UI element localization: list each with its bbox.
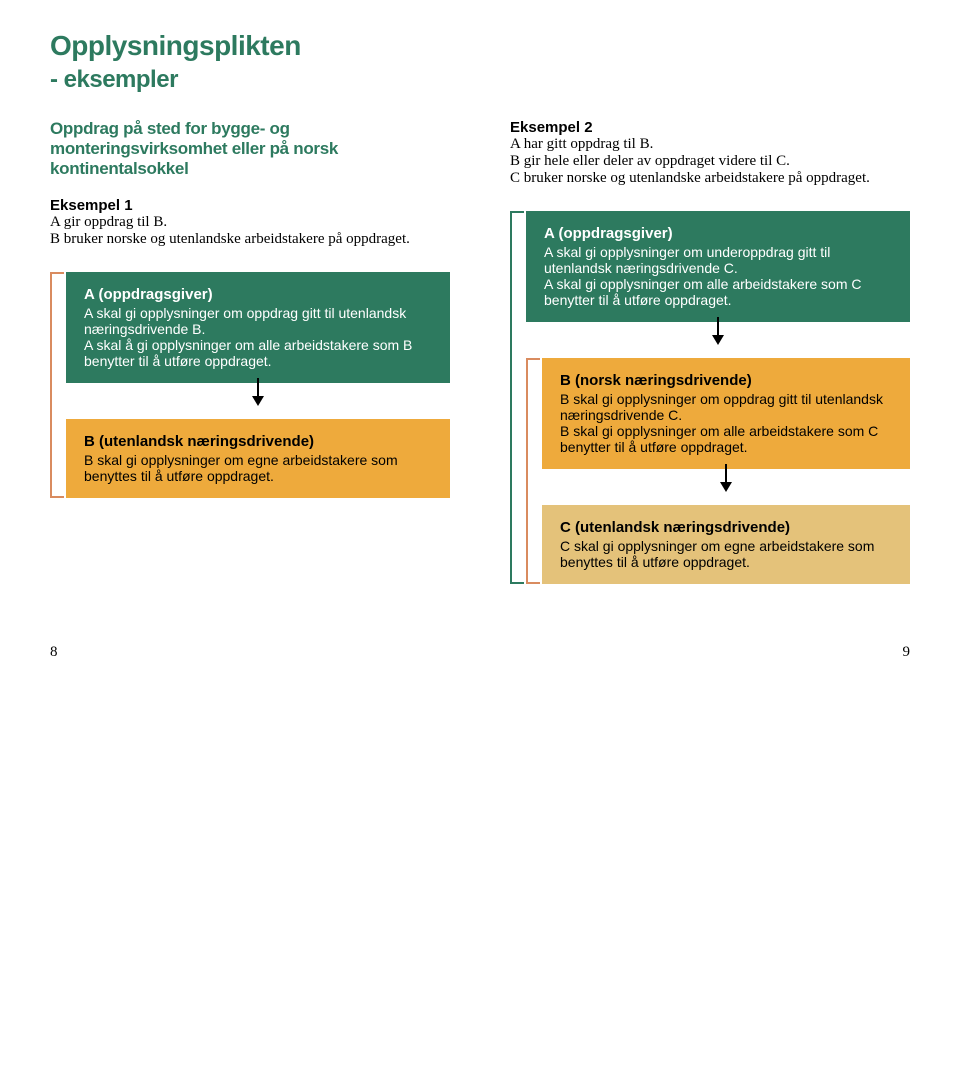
page-title: Opplysningsplikten — [50, 30, 910, 62]
col2-box-c-title: C (utenlandsk næringsdrivende) — [560, 519, 892, 536]
col1-bracket — [50, 272, 64, 498]
bracket-top — [50, 272, 64, 274]
col2-flow-inner: B (norsk næringsdrivende) B skal gi oppl… — [526, 358, 910, 584]
columns-container: Oppdrag på sted for bygge- og monterings… — [50, 119, 910, 584]
arrow-down-icon — [720, 482, 732, 492]
example1-label: Eksempel 1 — [50, 197, 450, 214]
column-1: Oppdrag på sted for bygge- og monterings… — [50, 119, 450, 584]
col2-box-c: C (utenlandsk næringsdrivende) C skal gi… — [542, 505, 910, 584]
col2-box-a-body: A skal gi opplysninger om underoppdrag g… — [544, 244, 892, 308]
col1-boxes: A (oppdragsgiver) A skal gi opplysninger… — [66, 272, 450, 498]
col1-box-b-title: B (utenlandsk næringsdrivende) — [84, 433, 432, 450]
col2-bracket-inner — [526, 358, 540, 584]
bracket-bot — [50, 496, 64, 498]
col1-flow: A (oppdragsgiver) A skal gi opplysninger… — [50, 272, 450, 498]
example2-body: A har gitt oppdrag til B.B gir hele elle… — [510, 136, 910, 187]
col2-arrow-2 — [542, 469, 910, 505]
arrow-down-icon — [252, 396, 264, 406]
col1-box-a-body: A skal gi opplysninger om oppdrag gitt t… — [84, 305, 432, 369]
bracket-v — [50, 273, 52, 497]
page-number-right: 9 — [903, 644, 911, 661]
intro-text: Oppdrag på sted for bygge- og monterings… — [50, 119, 450, 179]
arrow-down-icon — [712, 335, 724, 345]
col2-box-c-body: C skal gi opplysninger om egne arbeidsta… — [560, 538, 892, 570]
example1-body: A gir oppdrag til B.B bruker norske og u… — [50, 214, 450, 248]
column-2: Eksempel 2 A har gitt oppdrag til B.B gi… — [510, 119, 910, 584]
col1-box-a: A (oppdragsgiver) A skal gi opplysninger… — [66, 272, 450, 383]
bracket-bot — [510, 582, 524, 584]
col2-box-b: B (norsk næringsdrivende) B skal gi oppl… — [542, 358, 910, 469]
col1-box-b: B (utenlandsk næringsdrivende) B skal gi… — [66, 419, 450, 498]
col2-box-b-title: B (norsk næringsdrivende) — [560, 372, 892, 389]
bracket-v — [510, 212, 512, 583]
col2-flow-outer: A (oppdragsgiver) A skal gi opplysninger… — [510, 211, 910, 584]
col1-arrow — [66, 383, 450, 419]
col1-box-b-body: B skal gi opplysninger om egne arbeidsta… — [84, 452, 432, 484]
col2-inner-wrap: B (norsk næringsdrivende) B skal gi oppl… — [542, 358, 910, 584]
col2-box-b-body: B skal gi opplysninger om oppdrag gitt t… — [560, 391, 892, 455]
bracket-top — [526, 358, 540, 360]
bracket-top — [510, 211, 524, 213]
col2-arrow-1 — [526, 322, 910, 358]
example2-label: Eksempel 2 — [510, 119, 910, 136]
page-subtitle: - eksempler — [50, 66, 910, 94]
col2-outer-wrap: A (oppdragsgiver) A skal gi opplysninger… — [526, 211, 910, 584]
bracket-v — [526, 359, 528, 583]
page-number-left: 8 — [50, 644, 58, 661]
col2-box-a: A (oppdragsgiver) A skal gi opplysninger… — [526, 211, 910, 322]
col2-bracket-outer — [510, 211, 524, 584]
col1-box-a-title: A (oppdragsgiver) — [84, 286, 432, 303]
bracket-bot — [526, 582, 540, 584]
example2-head: Eksempel 2 A har gitt oppdrag til B.B gi… — [510, 119, 910, 187]
example1-head: Eksempel 1 A gir oppdrag til B.B bruker … — [50, 197, 450, 248]
col2-box-a-title: A (oppdragsgiver) — [544, 225, 892, 242]
page-footer: 8 9 — [50, 644, 910, 661]
